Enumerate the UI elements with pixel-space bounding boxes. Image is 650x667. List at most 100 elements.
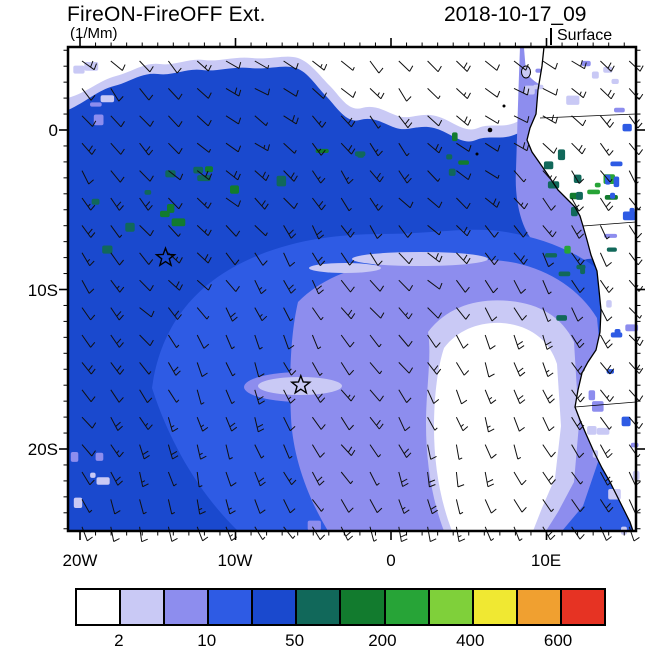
colorbar-cell [341,590,386,624]
principe-island [502,104,506,108]
light-patch-at-star [258,377,342,395]
speckle-patch [556,315,567,321]
colorbar-cell [121,590,166,624]
level-label: Surface [557,27,613,44]
speckle-patch [557,149,566,161]
speckle-patch [630,442,639,448]
annobon-island [475,152,479,156]
colorbar-tick-label: 400 [456,631,485,650]
speckle-patch [587,189,600,195]
speckle-patch [446,154,453,160]
speckle-patch [100,95,115,103]
colorbar-tick-label: 2 [114,631,124,650]
speckle-patch [566,95,580,105]
colorbar-cell [473,590,518,624]
colorbar-cell [253,590,298,624]
speckle-patch [613,176,620,188]
speckle-patch [614,107,625,113]
speckle-patch [171,218,186,227]
colorbar-cell [517,590,562,624]
speckle-patch [621,416,631,427]
north-edge-white-band [68,47,520,130]
africa-land-layer [475,46,640,535]
x-axis-label-20w: 20W [63,551,98,570]
speckle-patch [588,390,596,401]
speckle-patch [611,78,619,84]
speckle-patch [458,160,469,165]
speckle-patch [576,191,583,200]
speckle-patch [307,520,321,531]
speckle-patch [535,68,542,73]
speckle-patch [587,426,597,435]
speckle-patch [230,185,239,194]
speckle-patch [592,401,604,412]
speckle-patch [167,204,175,213]
lavender-streak [352,252,488,266]
speckle-patch [323,514,332,520]
speckle-patch [144,190,152,195]
speckle-patch [73,497,83,508]
speckle-patch [594,182,601,188]
x-axis-label-0: 0 [386,551,395,570]
speckle-patch [197,175,211,182]
minimum-core-below-2 [434,322,561,531]
speckle-patch [90,102,102,107]
datetime-label: 2018-10-17_09 [444,3,587,26]
speckle-patch [160,210,170,218]
speckle-patch [276,175,287,187]
speckle-patch [543,161,554,170]
speckle-patch [70,452,79,462]
y-axis-label-10s: 10S [28,281,58,300]
speckle-patch [622,211,636,221]
colorbar-tick-label: 600 [543,631,573,650]
coastline [526,46,634,532]
surface-tick-mark [550,28,552,45]
y-axis-label-20s: 20S [28,440,58,459]
colorbar-tick-label: 50 [285,631,305,650]
speckle-patch [610,161,623,167]
speckle-patch [93,114,104,126]
colorbar-cell [385,590,430,624]
colorbar-cell [297,590,342,624]
speckle-patch [622,123,632,132]
speckle-patch [524,85,535,95]
speckle-patch [73,65,85,74]
speckle-patch [357,152,364,158]
colorbar-cell [209,590,254,624]
speckle-patch [558,271,571,277]
speckle-patch [452,132,458,142]
speckle-patch [125,222,135,232]
country-borders [539,113,637,408]
speckle-patch [603,66,613,73]
speckle-patch [606,247,617,252]
colorbar-tick-label: 200 [368,631,397,650]
colorbar-cell [429,590,474,624]
speckle-patch [610,192,616,199]
speckle-patch [96,477,110,485]
speckle-patch [591,71,599,79]
land-fill [527,47,636,531]
speckle-patch [448,168,456,176]
lavender-streak [309,263,381,273]
speckle-patch [606,300,612,308]
speckle-patch [90,472,96,478]
y-axis-label-0: 0 [49,121,58,140]
speckle-patch [545,253,558,258]
speckle-patch [205,166,213,173]
wind-barbs [81,60,644,543]
units-label: (1/Mm) [70,25,118,42]
colorbar-cell [77,590,122,624]
speckle-patch [165,170,176,178]
sea-speckle-layer [70,62,469,531]
speckle-patch [614,329,621,335]
station-markers-layer [154,246,312,395]
colorbar-labels: 2 10 50 200 400 600 [75,631,602,653]
wind-barbs-layer [81,60,644,543]
x-axis-label-10e: 10E [531,551,561,570]
colorbar [75,588,606,626]
colorbar-tick-label: 10 [197,631,217,650]
star-marker [154,246,177,267]
speckle-patch [596,427,610,435]
